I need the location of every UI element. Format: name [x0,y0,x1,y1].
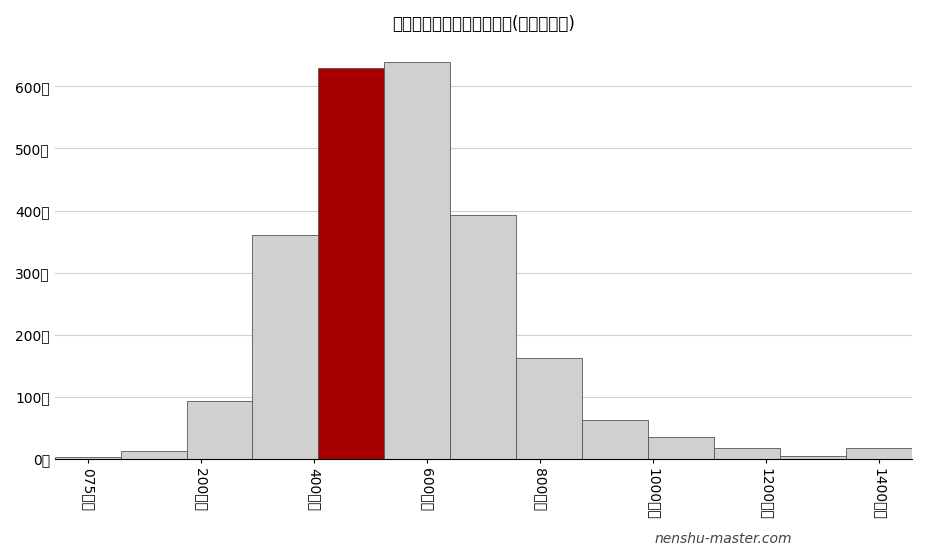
Bar [186,401,252,459]
Bar [55,457,121,459]
Text: nenshu-master.com: nenshu-master.com [654,532,792,546]
Bar [385,61,451,459]
Bar [781,456,846,459]
Bar [451,215,516,459]
Bar [714,448,781,459]
Bar [846,448,912,459]
Bar [318,68,385,459]
Bar [648,437,714,459]
Bar [121,451,186,459]
Title: 東和銀行の年収ポジション(関東地方内): 東和銀行の年収ポジション(関東地方内) [392,15,575,33]
Bar [516,358,582,459]
Bar [252,236,318,459]
Bar [582,421,648,459]
